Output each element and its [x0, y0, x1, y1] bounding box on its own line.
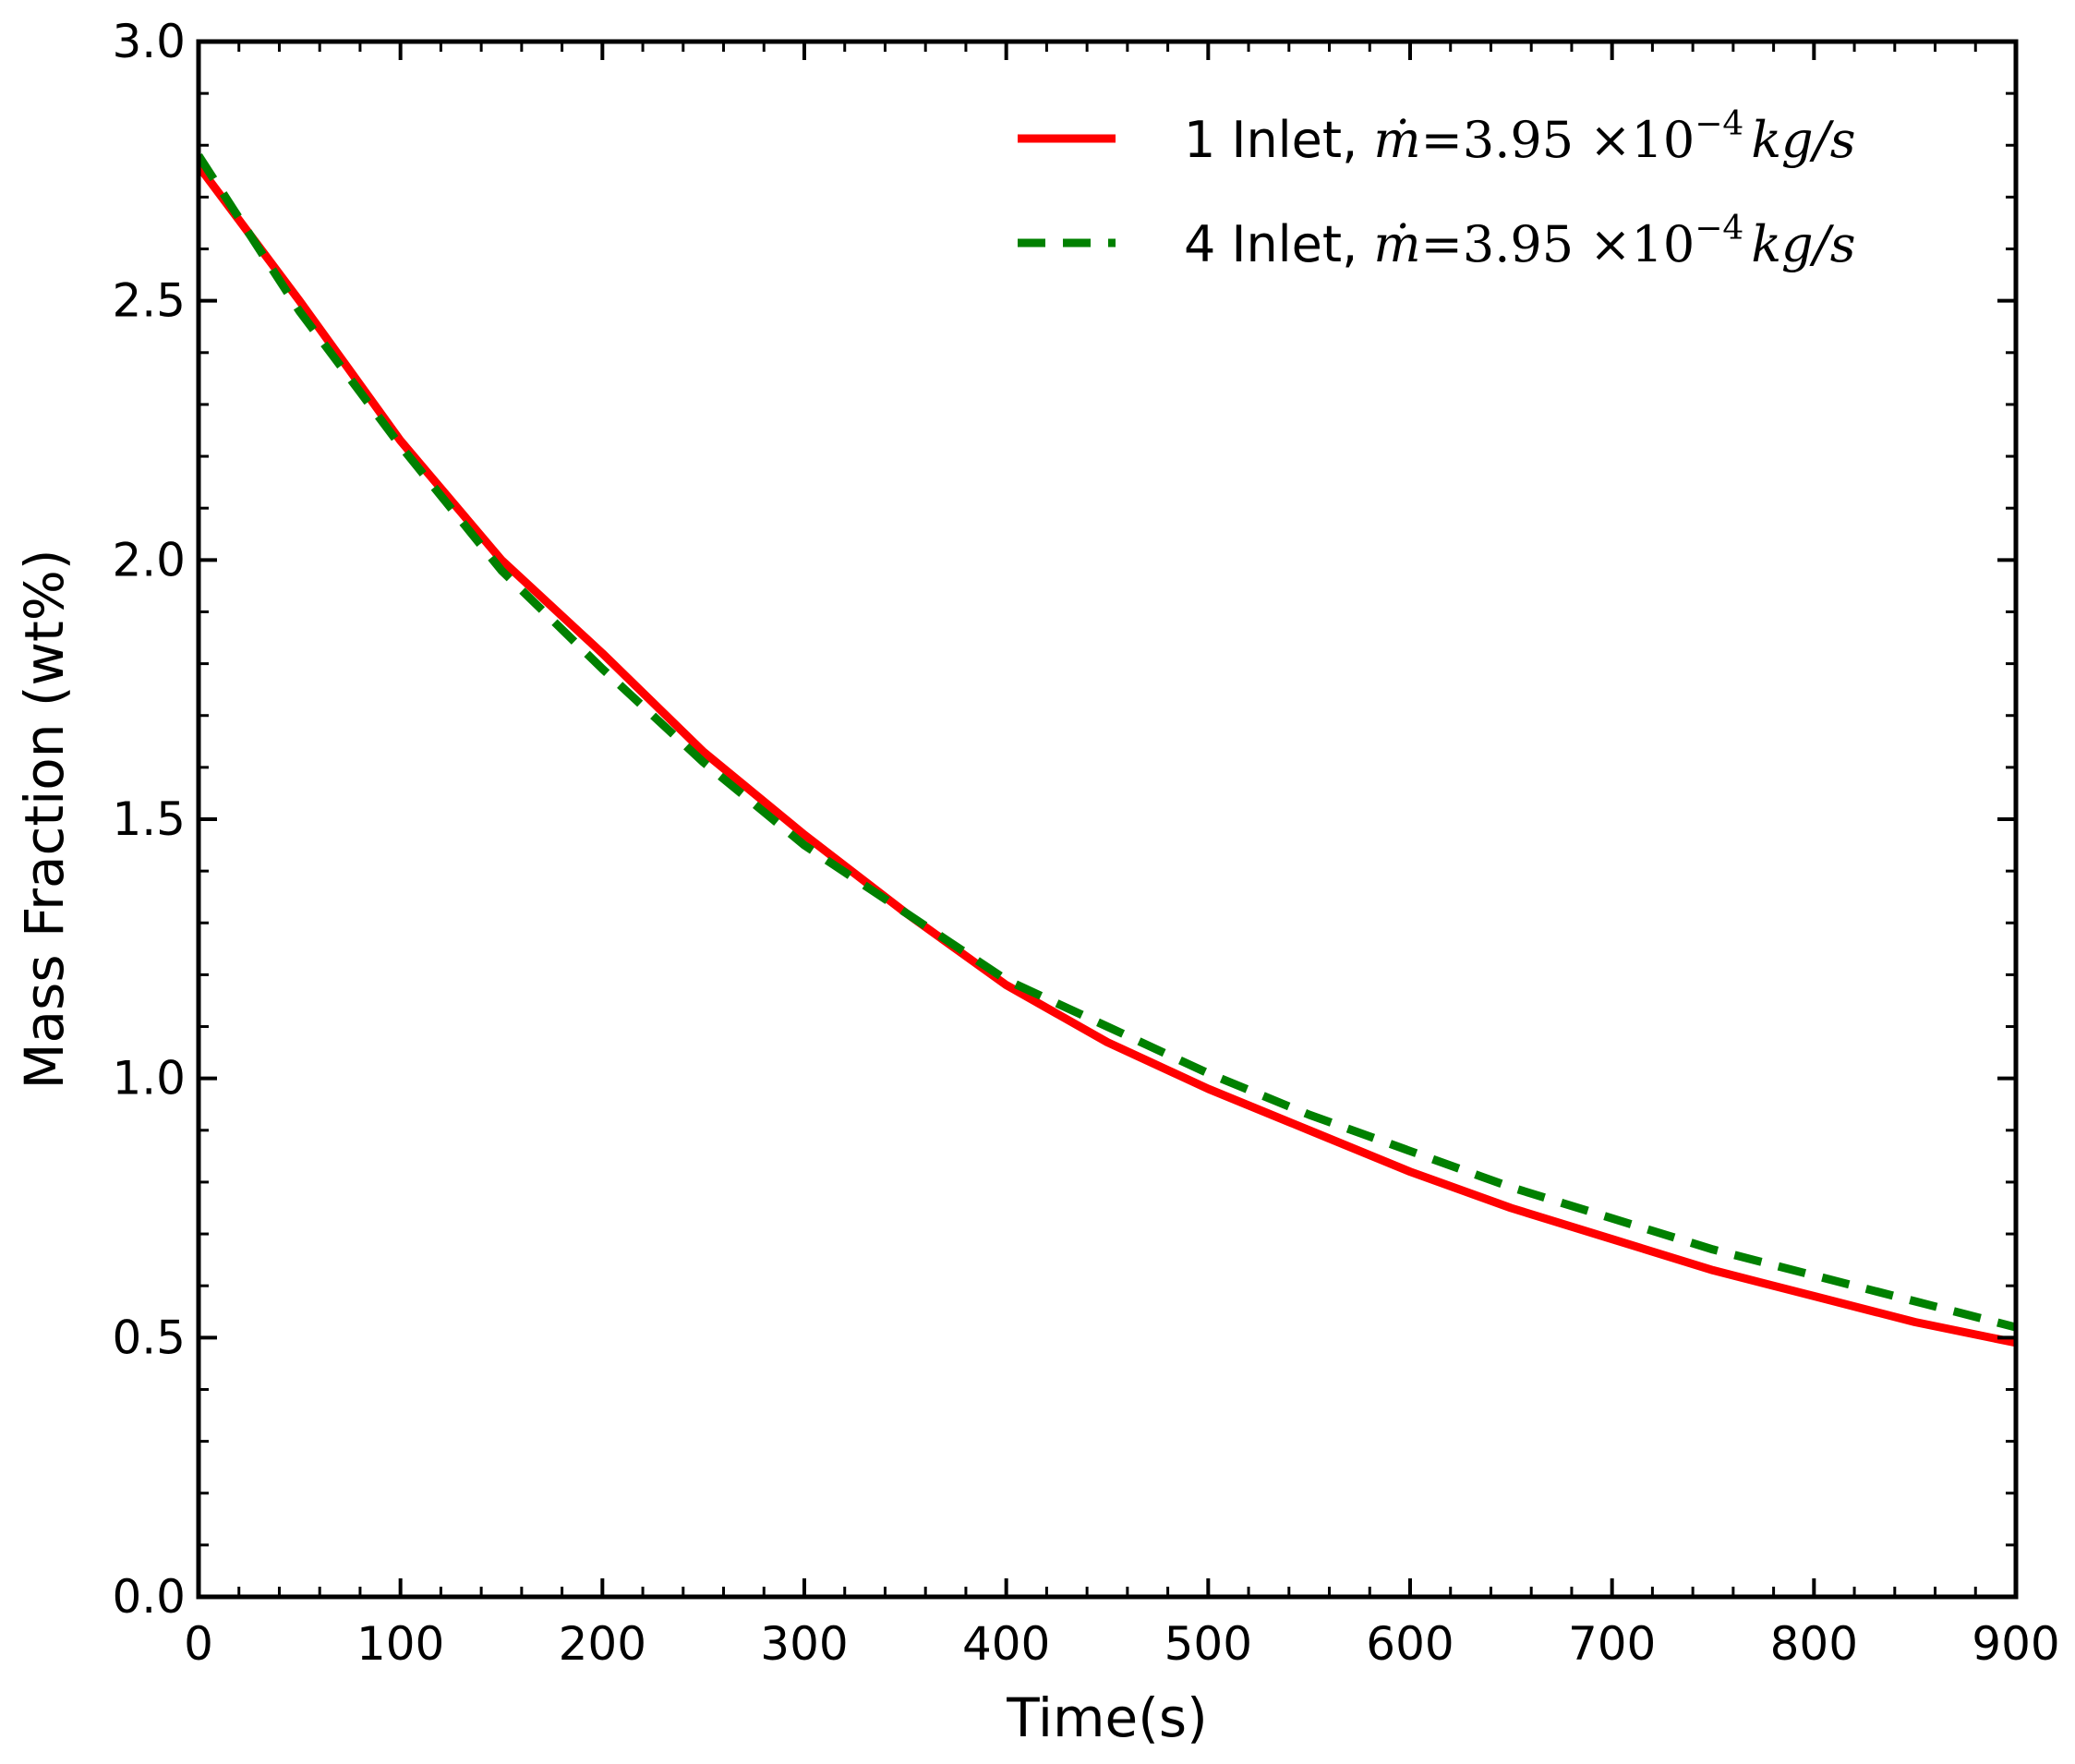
legend-series-name: 1 Inlet,	[1184, 111, 1373, 169]
legend-unit: kg/s	[1751, 215, 1855, 273]
legend-unit: kg/s	[1751, 111, 1855, 169]
y-tick-label: 1.5	[112, 792, 186, 846]
x-axis-label: Time(s)	[1006, 1686, 1207, 1749]
x-tick-label: 100	[356, 1617, 444, 1671]
legend-rate-value: 3.95 ×10	[1463, 111, 1695, 169]
x-tick-label: 800	[1770, 1617, 1858, 1671]
x-tick-label: 600	[1366, 1617, 1454, 1671]
legend-mdot-symbol: ṁ	[1373, 111, 1420, 169]
legend-exponent: −4	[1695, 105, 1743, 143]
y-tick-label: 2.5	[112, 274, 186, 328]
y-tick-label: 0.5	[112, 1311, 186, 1364]
y-tick-label: 2.0	[112, 533, 186, 586]
legend-equals: =	[1421, 111, 1463, 169]
y-tick-label: 3.0	[112, 15, 186, 68]
y-tick-label: 1.0	[112, 1052, 186, 1106]
x-tick-label: 0	[184, 1617, 213, 1671]
y-axis-label: Mass Fraction (wt%)	[13, 550, 76, 1090]
series-line-2	[199, 153, 2016, 1332]
x-tick-label: 200	[559, 1617, 646, 1671]
series-line-1	[199, 163, 2016, 1347]
axes: 0 100 200 300 400 500 600 700 800 900 0.0 0.5 1.0 1.5…	[112, 15, 2059, 1671]
legend: 1 Inlet, ṁ=3.95 ×10−4 kg/s4 Inlet, ṁ=3.95…	[1018, 105, 1856, 273]
legend-equals: =	[1421, 215, 1463, 273]
x-tick-label: 900	[1972, 1617, 2059, 1671]
x-tick-label: 400	[962, 1617, 1050, 1671]
plot-area	[199, 153, 2016, 1347]
legend-series-name: 4 Inlet,	[1184, 215, 1373, 273]
x-tick-label: 300	[760, 1617, 848, 1671]
x-tick-label: 700	[1568, 1617, 1656, 1671]
legend-label-1: 1 Inlet, ṁ=3.95 ×10−4 kg/s	[1184, 105, 1856, 169]
legend-mdot-symbol: ṁ	[1373, 215, 1420, 273]
legend-rate-value: 3.95 ×10	[1463, 215, 1695, 273]
legend-label-2: 4 Inlet, ṁ=3.95 ×10−4 kg/s	[1184, 210, 1856, 273]
plot-frame	[196, 39, 2019, 1600]
y-tick-label: 0.0	[112, 1570, 186, 1624]
x-tick-label: 500	[1164, 1617, 1252, 1671]
legend-exponent: −4	[1695, 210, 1743, 248]
